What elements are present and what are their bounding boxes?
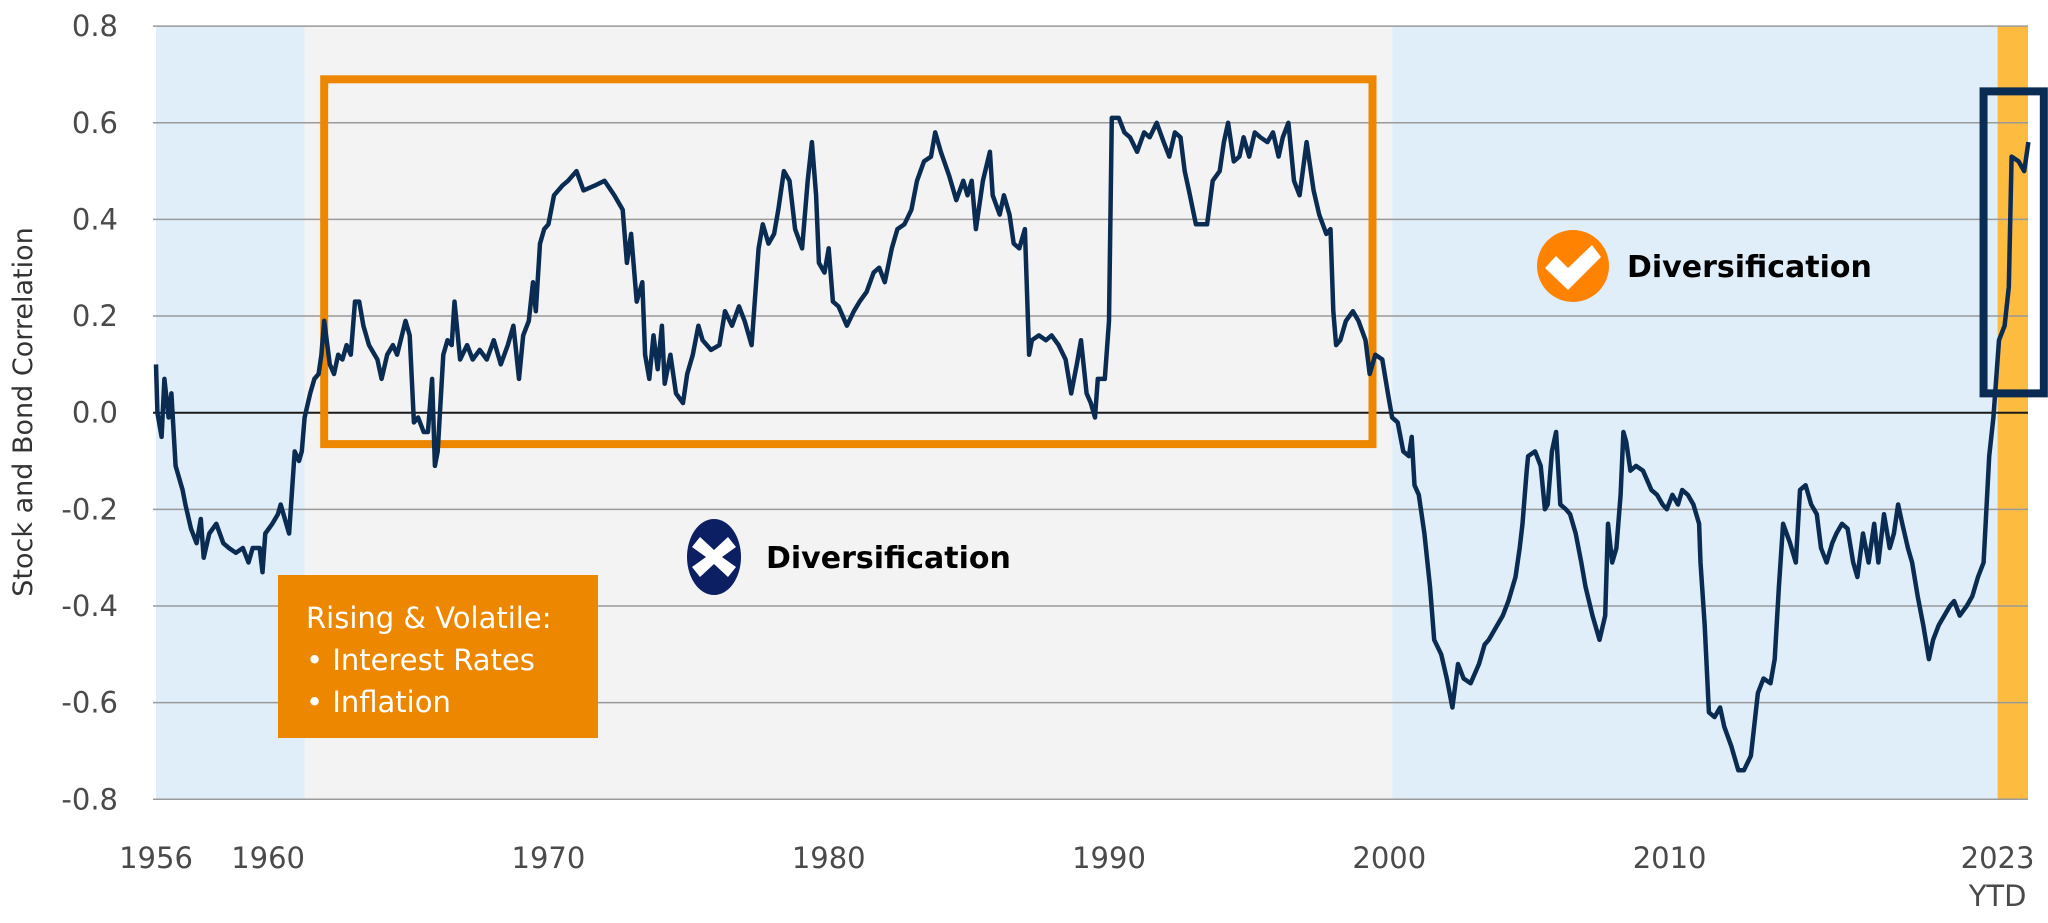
note-item-rates: • Interest Rates	[306, 643, 535, 677]
highlight-box-rising-rates-era	[320, 75, 1377, 449]
x-tick-label: 1970	[512, 841, 586, 875]
x-tick-label: 1990	[1072, 841, 1146, 875]
no-diversification-label: Diversification	[766, 541, 1011, 576]
y-tick-label: 0.8	[72, 9, 118, 43]
y-tick-label: 0.2	[72, 299, 118, 333]
diversification-annotation: Diversification	[1537, 230, 1872, 302]
y-axis-ticks: 0.8 0.6 0.4 0.2 0.0 -0.2 -0.4 -0.6 -0.8	[61, 9, 118, 816]
x-tick-label: 1956	[119, 841, 193, 875]
y-tick-label: -0.6	[61, 686, 118, 720]
x-circle-icon	[687, 519, 741, 595]
x-tick-sublabel: YTD	[1968, 879, 2027, 913]
note-box: Rising & Volatile: • Interest Rates • In…	[278, 575, 598, 738]
y-tick-label: -0.4	[61, 589, 118, 623]
x-tick-label: 1960	[231, 841, 305, 875]
no-diversification-annotation: Diversification	[687, 519, 1011, 595]
y-tick-label: -0.2	[61, 492, 118, 526]
x-axis-ticks: 1956 1960 1970 1980 1990 2000 2010 2023 YTD	[119, 841, 2034, 913]
y-tick-label: -0.8	[61, 782, 118, 816]
x-tick-label: 2010	[1633, 841, 1707, 875]
note-title: Rising & Volatile:	[306, 601, 551, 635]
check-circle-icon	[1537, 230, 1609, 302]
x-tick-label: 2000	[1352, 841, 1426, 875]
series-line	[153, 115, 2031, 773]
y-tick-label: 0.0	[72, 396, 118, 430]
y-tick-label: 0.6	[72, 106, 118, 140]
note-item-inflation: • Inflation	[306, 685, 451, 719]
x-tick-label: 1980	[792, 841, 866, 875]
y-axis-label: Stock and Bond Correlation	[8, 227, 39, 596]
highlight-box-recent-period	[1979, 87, 2048, 398]
x-tick-label-last: 2023	[1961, 841, 2035, 875]
highlight-boxes	[320, 75, 2048, 449]
diversification-label: Diversification	[1627, 250, 1872, 285]
y-tick-label: 0.4	[72, 202, 118, 236]
